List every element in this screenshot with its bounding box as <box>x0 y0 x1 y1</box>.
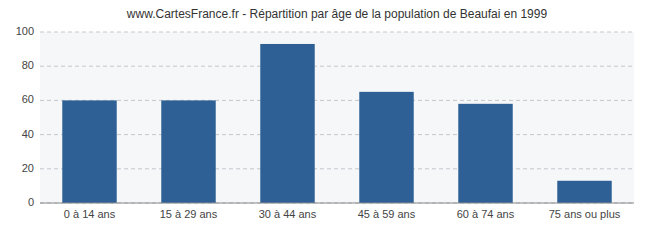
y-tick-label: 0 <box>28 196 34 208</box>
y-tick-label: 100 <box>16 25 34 37</box>
bar <box>557 181 611 203</box>
x-tick-label: 75 ans ou plus <box>549 208 621 220</box>
chart-svg: www.CartesFrance.fr - Répartition par âg… <box>0 0 650 229</box>
x-tick-label: 45 à 59 ans <box>358 208 416 220</box>
bar <box>62 100 116 203</box>
bar <box>260 44 314 203</box>
y-axis: 0 20 40 60 80 100 <box>16 25 34 208</box>
x-axis: 0 à 14 ans 15 à 29 ans 30 à 44 ans 45 à 59 … <box>64 208 621 220</box>
y-tick-label: 20 <box>22 162 34 174</box>
x-tick-label: 15 à 29 ans <box>160 208 218 220</box>
plot-background <box>40 32 634 203</box>
grid-line <box>40 134 634 135</box>
y-tick-label: 40 <box>22 128 34 140</box>
page: {"chart_data": {"type": "bar", "title": … <box>0 0 650 229</box>
y-tick-label: 80 <box>22 59 34 71</box>
y-tick-label: 60 <box>22 93 34 105</box>
grid-line <box>40 168 634 169</box>
grid-line <box>40 100 634 101</box>
grid-line <box>40 66 634 67</box>
bar <box>161 100 215 203</box>
chart-title: www.CartesFrance.fr - Répartition par âg… <box>126 7 548 21</box>
grid <box>40 32 634 203</box>
grid-line <box>40 203 634 204</box>
x-axis-line <box>40 203 634 204</box>
bar <box>359 92 413 203</box>
grid-line <box>40 32 634 33</box>
x-tick-label: 0 à 14 ans <box>64 208 116 220</box>
x-tick-label: 30 à 44 ans <box>259 208 317 220</box>
chart-container: www.CartesFrance.fr - Répartition par âg… <box>0 0 650 229</box>
x-tick-label: 60 à 74 ans <box>457 208 515 220</box>
bar <box>458 104 512 203</box>
bars <box>62 44 611 203</box>
